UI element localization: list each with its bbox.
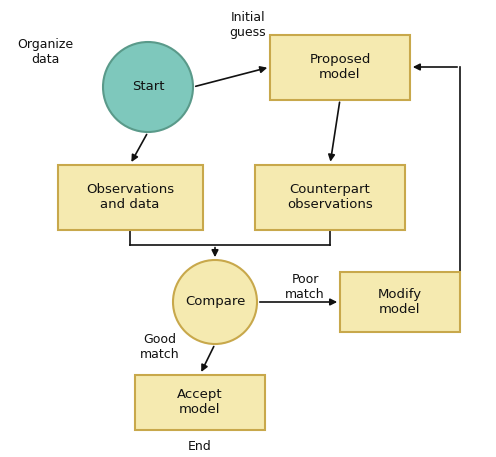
Text: Good
match: Good match [140,333,180,361]
Text: Counterpart
observations: Counterpart observations [287,183,373,211]
Text: Organize
data: Organize data [17,38,73,66]
Text: Compare: Compare [185,296,245,308]
Circle shape [173,260,257,344]
Text: Modify
model: Modify model [378,288,422,316]
Text: Observations
and data: Observations and data [86,183,174,211]
Text: End: End [188,441,212,453]
FancyBboxPatch shape [255,165,405,229]
Text: Proposed
model: Proposed model [310,53,371,81]
Text: Accept
model: Accept model [177,388,223,416]
Text: Initial
guess: Initial guess [230,11,266,39]
FancyBboxPatch shape [58,165,202,229]
Text: Poor
match: Poor match [285,273,325,301]
Circle shape [103,42,193,132]
FancyBboxPatch shape [270,34,410,100]
Text: Start: Start [132,80,164,94]
FancyBboxPatch shape [135,374,265,430]
FancyBboxPatch shape [340,272,460,332]
